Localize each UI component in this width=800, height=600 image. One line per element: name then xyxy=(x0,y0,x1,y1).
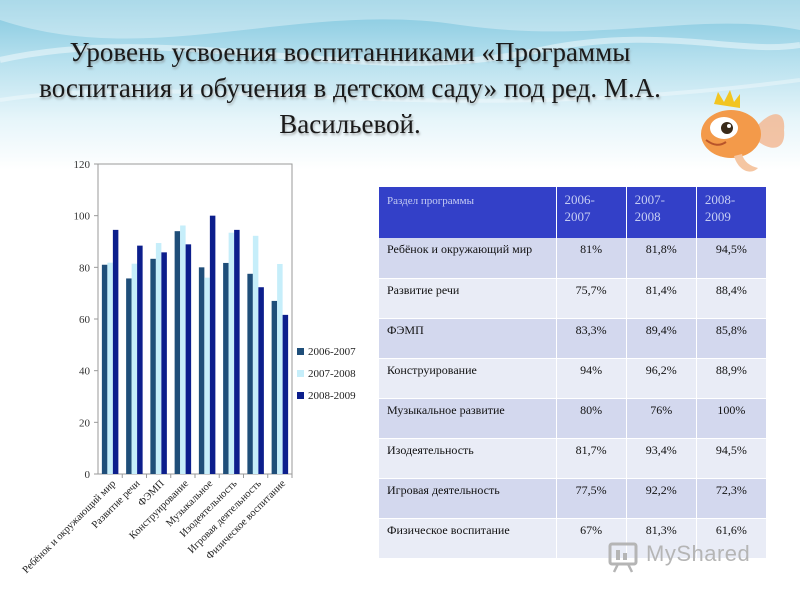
y-tick-label: 60 xyxy=(79,314,91,326)
table-row: Физическое воспитание 67% 81,3% 61,6% xyxy=(379,518,768,559)
table-header-year: 2007-2008 xyxy=(626,187,697,238)
cell-value: 81,4% xyxy=(626,278,697,319)
row-label: Развитие речи xyxy=(379,278,557,319)
cell-value: 92,2% xyxy=(626,478,697,519)
table-row: Конструирование 94% 96,2% 88,9% xyxy=(379,358,768,399)
bar xyxy=(271,300,278,474)
y-tick-label: 120 xyxy=(74,159,91,171)
bar xyxy=(137,245,143,474)
bar xyxy=(155,243,162,474)
cell-value: 83,3% xyxy=(556,318,627,359)
bar xyxy=(131,263,138,474)
cell-value: 80% xyxy=(556,398,627,439)
table-row: Игровая деятельность 77,5% 92,2% 72,3% xyxy=(379,478,768,519)
cell-value: 81,8% xyxy=(626,238,697,279)
cell-value: 93,4% xyxy=(626,438,697,479)
cell-value: 85,8% xyxy=(696,318,768,359)
watermark-text: MyShared xyxy=(646,541,751,566)
header-background xyxy=(0,0,800,170)
y-tick-label: 80 xyxy=(79,262,91,274)
table-row: Музыкальное развитие 80% 76% 100% xyxy=(379,398,768,439)
table-header-section: Раздел программы xyxy=(379,187,557,238)
table-row: Развитие речи 75,7% 81,4% 88,4% xyxy=(379,278,768,319)
bar xyxy=(228,232,235,474)
row-label: Конструирование xyxy=(379,358,557,399)
bar xyxy=(107,262,113,474)
x-tick-label: Ребёнок и окружающий мир xyxy=(21,478,119,576)
cell-value: 89,4% xyxy=(626,318,697,359)
row-label: Музыкальное развитие xyxy=(379,398,557,439)
bar xyxy=(150,258,156,474)
cell-value: 81,3% xyxy=(626,518,697,559)
bar xyxy=(252,235,259,474)
cell-value: 88,9% xyxy=(696,358,768,399)
bar xyxy=(126,278,132,474)
bar xyxy=(174,231,181,474)
bar xyxy=(209,215,216,474)
table-header-row: Раздел программы 2006-2007 2007-2008 200… xyxy=(379,187,768,238)
goldfish-icon xyxy=(701,90,785,172)
bar xyxy=(101,264,108,474)
cell-value: 61,6% xyxy=(696,518,768,559)
row-label: Изодеятельность xyxy=(379,438,557,479)
row-label: Физическое воспитание xyxy=(379,518,557,559)
legend-label: 2006-2007 xyxy=(308,346,356,358)
cell-value: 100% xyxy=(696,398,768,439)
cell-value: 94,5% xyxy=(696,438,768,479)
legend-swatch xyxy=(297,392,304,399)
bar xyxy=(185,244,192,474)
bar xyxy=(204,277,210,474)
cell-value: 67% xyxy=(556,518,627,559)
cell-value: 94,5% xyxy=(696,238,768,279)
cell-value: 81,7% xyxy=(556,438,627,479)
cell-value: 94% xyxy=(556,358,627,399)
cell-value: 72,3% xyxy=(696,478,768,519)
bar xyxy=(258,287,264,474)
bar xyxy=(247,273,253,474)
cell-value: 96,2% xyxy=(626,358,697,399)
y-tick-label: 100 xyxy=(74,211,91,223)
bar xyxy=(112,229,119,474)
y-tick-label: 0 xyxy=(85,469,91,481)
y-tick-label: 20 xyxy=(79,417,91,429)
table-row: Изодеятельность 81,7% 93,4% 94,5% xyxy=(379,438,768,479)
table-row: ФЭМП 83,3% 89,4% 85,8% xyxy=(379,318,768,359)
cell-value: 76% xyxy=(626,398,697,439)
watermark-logo-icon xyxy=(608,542,638,573)
bar xyxy=(180,225,186,474)
legend-swatch xyxy=(297,348,304,355)
y-tick-label: 40 xyxy=(79,366,91,378)
row-label: Игровая деятельность xyxy=(379,478,557,519)
table-header-year: 2006-2007 xyxy=(556,187,627,238)
cell-value: 77,5% xyxy=(556,478,627,519)
table-header-year: 2008-2009 xyxy=(696,187,768,238)
bar-chart: 0 20 40 60 80 100 120 Ребёнок и окружающий мир… xyxy=(21,159,356,576)
cell-value: 81% xyxy=(556,238,627,279)
legend-label: 2008-2009 xyxy=(308,390,356,402)
bar xyxy=(161,252,167,474)
row-label: ФЭМП xyxy=(379,318,557,359)
legend-swatch xyxy=(297,370,304,377)
cell-value: 75,7% xyxy=(556,278,627,319)
cell-value: 88,4% xyxy=(696,278,768,319)
bar xyxy=(223,262,229,474)
results-table: Раздел программы 2006-2007 2007-2008 200… xyxy=(379,187,768,559)
legend-label: 2007-2008 xyxy=(308,368,356,380)
bar xyxy=(282,314,289,474)
bar xyxy=(234,229,240,474)
row-label: Ребёнок и окружающий мир xyxy=(379,238,557,279)
wave-decoration xyxy=(0,0,800,103)
page-title: Уровень усвоения воспитанниками «Програм… xyxy=(39,37,661,139)
table-row: Ребёнок и окружающий мир 81% 81,8% 94,5% xyxy=(379,238,768,279)
bar xyxy=(198,267,205,474)
bar xyxy=(277,263,283,474)
